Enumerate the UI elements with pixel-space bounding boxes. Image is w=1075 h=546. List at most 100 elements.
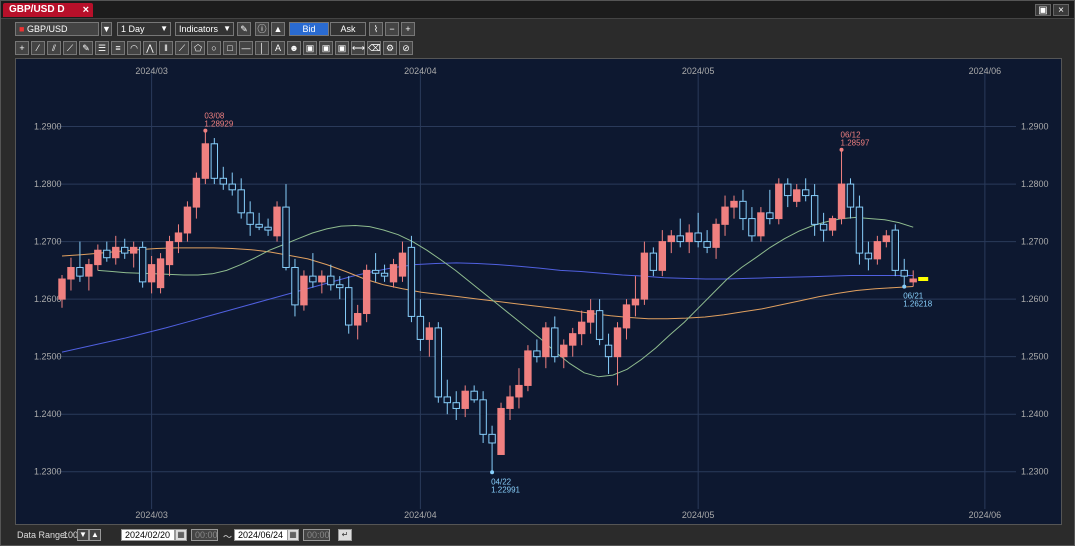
x-label-bottom: 2024/05 [682,510,715,520]
area-chart-icon[interactable]: ▲ [271,22,285,36]
pen-icon[interactable]: ✎ [237,22,251,36]
ask-button[interactable]: Ask [330,22,366,36]
y-tick-label-right: 1.2900 [1021,122,1049,132]
data-range-value: 100 [63,530,79,540]
hline-icon[interactable]: — [239,41,253,55]
trendline-icon[interactable]: ⁄ [31,41,45,55]
candle-body [515,384,523,398]
tab-close-icon[interactable]: × [82,4,89,16]
ray-icon[interactable]: ⟋ [63,41,77,55]
range-up-icon[interactable]: ▲ [89,529,101,541]
candle-body [407,246,416,317]
start-time-field[interactable]: 00:00 [191,529,218,541]
candle-body [147,264,156,283]
range-down-icon[interactable]: ▼ [77,529,89,541]
uk-flag-icon: ■ [19,24,25,34]
drawing-toolbar: + ⁄ ⫽ ⟋ ✎ ☰ ≡ ◠ ⋀ ‖ ⟋ ⬠ ○ □ — │ A ☻ ▣ ▣ ▣ ⟷ ⌫ ⚙ ⊘ [15,41,435,56]
y-tick-label-right: 1.2700 [1021,237,1049,247]
candle-body [371,269,380,274]
paste-icon[interactable]: ▣ [335,41,349,55]
candle-body [900,269,908,277]
calendar-icon[interactable]: ▦ [287,529,299,541]
chart-area[interactable]: 1.2900 1.2900 1.2800 1.2800 1.2700 1.2700 1.26… [15,58,1062,525]
annotation-date: 03/08 [204,112,225,121]
symbol-icon[interactable]: ☻ [287,41,301,55]
restore-button[interactable]: ▣ [1035,4,1051,16]
candle-body [255,223,263,228]
candle-body [613,327,622,358]
channel-icon[interactable]: ⫽ [47,41,61,55]
candle-body [793,189,801,202]
candle-body [533,350,541,358]
fan-icon[interactable]: ⟋ [175,41,189,55]
candle-body [801,189,810,197]
measure-icon[interactable]: ⟷ [351,41,365,55]
tab-gbpusd-daily[interactable]: GBP/USD D × [3,3,93,17]
settings-icon[interactable]: ⚙ [383,41,397,55]
candle-body [470,390,478,401]
crosshair-icon[interactable]: + [15,41,29,55]
copy-icon[interactable]: ▣ [319,41,333,55]
zoom-out-icon[interactable]: − [385,22,399,36]
timeframe-select[interactable]: 1 Day ▼ [117,22,171,36]
candle-body [622,304,631,329]
candle-body [246,212,254,225]
candle-body [837,183,846,220]
vline-icon[interactable]: │ [255,41,269,55]
candle-body [506,396,514,409]
candle-body [461,390,469,409]
y-tick-label-left: 1.2500 [34,352,62,362]
pentagon-icon[interactable]: ⬠ [191,41,205,55]
candle-body [345,287,353,326]
x-label-top: 2024/03 [135,66,168,76]
x-label-top: 2024/06 [969,66,1002,76]
text-icon[interactable]: A [271,41,285,55]
fib-lines-icon[interactable]: ≡ [111,41,125,55]
candle-body [882,235,891,243]
annotation-date: 04/22 [491,477,512,486]
start-date-field[interactable]: 2024/02/20 [121,529,175,541]
info-icon[interactable]: ⓘ [255,22,269,36]
candle-body [264,226,272,231]
candle-body [282,206,290,268]
delete-icon[interactable]: ⊘ [399,41,413,55]
chevron-down-icon: ▼ [223,24,231,33]
candle-body [94,249,102,266]
y-tick-label-left: 1.2600 [34,294,62,304]
candle-body [389,264,398,283]
candle-body [577,321,586,335]
candle-body [497,407,505,455]
candle-body [873,241,882,260]
close-button[interactable]: × [1053,4,1069,16]
y-tick-label-left: 1.2700 [34,237,62,247]
rectangle-icon[interactable]: □ [223,41,237,55]
candle-body [694,232,702,243]
candle-body [228,183,236,191]
eraser-icon[interactable]: ⌫ [367,41,381,55]
indicators-select[interactable]: Indicators ▼ [175,22,234,36]
y-tick-label-left: 1.2900 [34,122,62,132]
end-date-field[interactable]: 2024/06/24 [234,529,288,541]
end-time-field[interactable]: 00:00 [303,529,330,541]
pencil-icon[interactable]: ✎ [79,41,93,55]
data-range-label: Data Range: [17,530,68,540]
bid-button[interactable]: Bid [289,22,329,36]
candlestick-chart[interactable]: 1.2900 1.2900 1.2800 1.2800 1.2700 1.2700 1.26… [16,59,1061,524]
symbol-dropdown-icon[interactable]: ▼ [101,22,112,36]
lock-icon[interactable]: ▣ [303,41,317,55]
chart-type-icon[interactable]: ⌇ [369,22,383,36]
pitchfork-icon[interactable]: ⋀ [143,41,157,55]
ma-long-line [61,262,914,353]
vertical-lines-icon[interactable]: ‖ [159,41,173,55]
arc-icon[interactable]: ◠ [127,41,141,55]
candle-body [855,206,864,254]
horizontal-lines-icon[interactable]: ☰ [95,41,109,55]
calendar-icon[interactable]: ▦ [175,529,187,541]
candle-body [828,218,837,231]
x-label-top: 2024/05 [682,66,715,76]
return-icon[interactable]: ↵ [338,529,352,541]
symbol-select[interactable]: ■ GBP/USD [15,22,99,36]
zoom-in-icon[interactable]: + [401,22,415,36]
circle-icon[interactable]: ○ [207,41,221,55]
